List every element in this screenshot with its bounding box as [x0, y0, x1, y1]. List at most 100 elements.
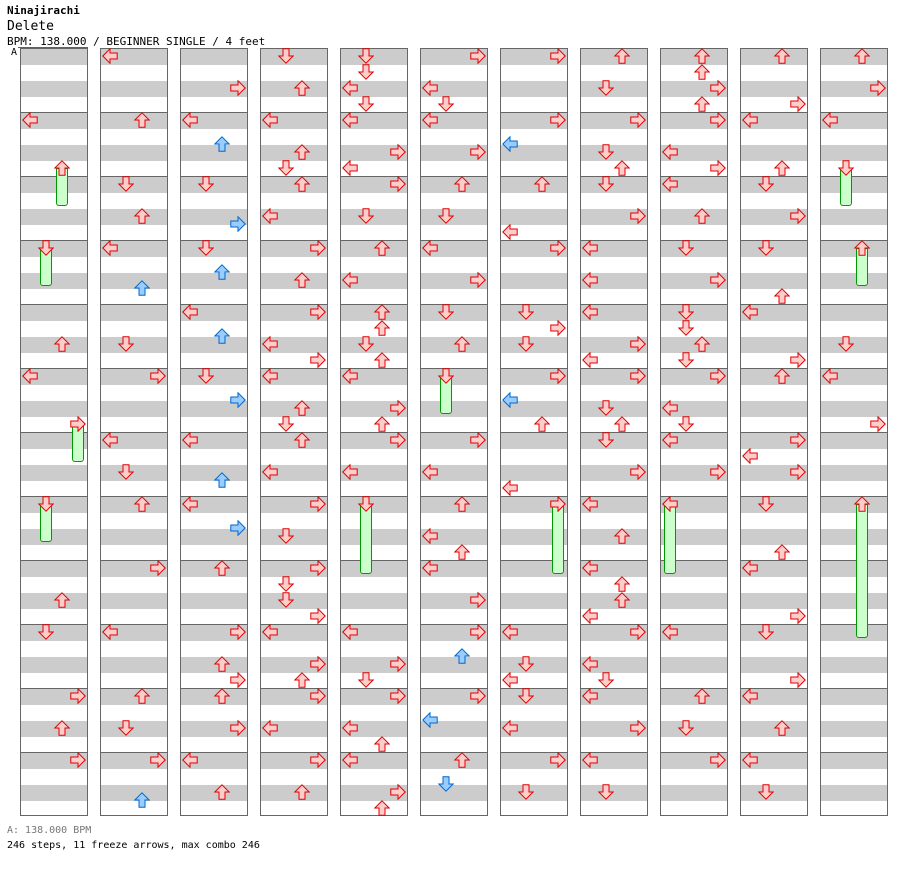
right-arrow-icon	[390, 400, 406, 416]
up-arrow-icon	[774, 720, 790, 736]
measure-line	[741, 240, 807, 241]
measure-line	[581, 240, 647, 241]
measure-line	[821, 304, 887, 305]
right-arrow-icon	[630, 208, 646, 224]
measure-line	[741, 432, 807, 433]
right-arrow-icon	[790, 208, 806, 224]
measure-line	[21, 240, 87, 241]
up-arrow-icon	[214, 328, 230, 344]
down-arrow-icon	[598, 400, 614, 416]
down-arrow-icon	[358, 208, 374, 224]
right-arrow-icon	[790, 672, 806, 688]
down-arrow-icon	[758, 176, 774, 192]
measure-line	[661, 752, 727, 753]
right-arrow-icon	[550, 48, 566, 64]
up-arrow-icon	[774, 48, 790, 64]
measure-line	[341, 432, 407, 433]
measure-line	[421, 624, 487, 625]
up-arrow-icon	[454, 648, 470, 664]
down-arrow-icon	[358, 64, 374, 80]
down-arrow-icon	[838, 160, 854, 176]
up-arrow-icon	[294, 400, 310, 416]
right-arrow-icon	[310, 608, 326, 624]
right-arrow-icon	[470, 272, 486, 288]
bpm-legend: A: 138.000 BPM	[7, 825, 92, 836]
measure-line	[581, 496, 647, 497]
right-arrow-icon	[470, 624, 486, 640]
measure-line	[21, 176, 87, 177]
left-arrow-icon	[742, 304, 758, 320]
left-arrow-icon	[502, 392, 518, 408]
measure-line	[341, 560, 407, 561]
measure-line	[501, 688, 567, 689]
left-arrow-icon	[582, 352, 598, 368]
right-arrow-icon	[230, 392, 246, 408]
chart-info: BPM: 138.000 / BEGINNER SINGLE / 4 feet	[7, 35, 266, 48]
down-arrow-icon	[678, 416, 694, 432]
measure-line	[581, 368, 647, 369]
chart-column	[580, 48, 648, 816]
right-arrow-icon	[710, 464, 726, 480]
measure-line	[501, 624, 567, 625]
up-arrow-icon	[534, 176, 550, 192]
left-arrow-icon	[342, 80, 358, 96]
left-arrow-icon	[502, 672, 518, 688]
measure-line	[101, 688, 167, 689]
left-arrow-icon	[502, 224, 518, 240]
right-arrow-icon	[230, 672, 246, 688]
measure-line	[741, 304, 807, 305]
left-arrow-icon	[182, 304, 198, 320]
down-arrow-icon	[598, 432, 614, 448]
right-arrow-icon	[70, 416, 86, 432]
right-arrow-icon	[550, 320, 566, 336]
right-arrow-icon	[870, 416, 886, 432]
left-arrow-icon	[582, 656, 598, 672]
chart-column	[660, 48, 728, 816]
right-arrow-icon	[230, 720, 246, 736]
down-arrow-icon	[438, 96, 454, 112]
up-arrow-icon	[454, 336, 470, 352]
right-arrow-icon	[310, 656, 326, 672]
freeze-arrow-body	[360, 504, 372, 574]
left-arrow-icon	[662, 176, 678, 192]
left-arrow-icon	[102, 432, 118, 448]
left-arrow-icon	[182, 752, 198, 768]
up-arrow-icon	[214, 136, 230, 152]
right-arrow-icon	[470, 48, 486, 64]
measure-line	[261, 560, 327, 561]
right-arrow-icon	[230, 216, 246, 232]
measure-line	[341, 368, 407, 369]
measure-line	[821, 624, 887, 625]
chart-column	[420, 48, 488, 816]
measure-line	[21, 368, 87, 369]
measure-line	[661, 368, 727, 369]
left-arrow-icon	[262, 720, 278, 736]
chart-column	[820, 48, 888, 816]
up-arrow-icon	[854, 240, 870, 256]
up-arrow-icon	[694, 96, 710, 112]
right-arrow-icon	[630, 720, 646, 736]
left-arrow-icon	[422, 464, 438, 480]
measure-line	[501, 176, 567, 177]
right-arrow-icon	[470, 144, 486, 160]
left-arrow-icon	[102, 624, 118, 640]
down-arrow-icon	[118, 464, 134, 480]
down-arrow-icon	[518, 784, 534, 800]
left-arrow-icon	[582, 496, 598, 512]
right-arrow-icon	[710, 368, 726, 384]
left-arrow-icon	[342, 112, 358, 128]
measure-line	[181, 560, 247, 561]
down-arrow-icon	[358, 672, 374, 688]
right-arrow-icon	[390, 784, 406, 800]
down-arrow-icon	[38, 624, 54, 640]
right-arrow-icon	[710, 272, 726, 288]
measure-line	[501, 432, 567, 433]
up-arrow-icon	[374, 304, 390, 320]
measure-line	[741, 368, 807, 369]
up-arrow-icon	[774, 368, 790, 384]
down-arrow-icon	[438, 304, 454, 320]
up-arrow-icon	[294, 176, 310, 192]
measure-line	[581, 176, 647, 177]
measure-line	[821, 496, 887, 497]
down-arrow-icon	[118, 336, 134, 352]
